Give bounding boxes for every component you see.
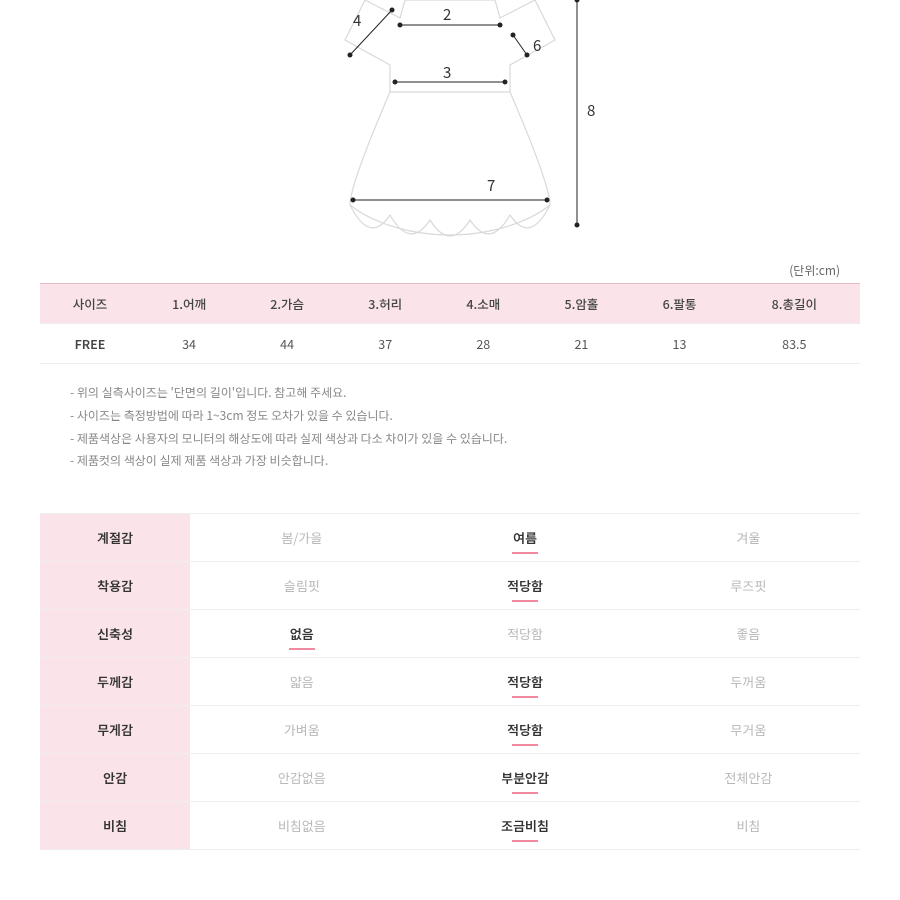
attr-option: 비침없음 [190,802,413,850]
size-col-header: 2.가슴 [238,284,336,324]
unit-label: (단위:cm) [0,262,900,279]
size-cell: 44 [238,324,336,364]
size-col-header: 8.총길이 [729,284,860,324]
attr-option: 전체안감 [637,754,860,802]
attribute-table: 계절감봄/가을여름겨울착용감슬림핏적당함루즈핏신축성없음적당함좋음두께감얇음적당… [40,513,860,850]
size-cell: FREE [40,324,140,364]
attr-option: 여름 [413,514,636,562]
diagram-num-4: 4 [353,10,361,31]
note-line: - 제품컷의 색상이 실제 제품 색상과 가장 비슷합니다. [70,450,840,473]
size-cell: 37 [336,324,434,364]
attr-option: 겨울 [637,514,860,562]
attr-option: 없음 [190,610,413,658]
size-col-header: 3.허리 [336,284,434,324]
attr-label: 두께감 [40,658,190,706]
attr-option: 적당함 [413,610,636,658]
attr-option: 안감없음 [190,754,413,802]
size-col-header: 1.어깨 [140,284,238,324]
size-table: 사이즈1.어깨2.가슴3.허리4.소매5.암홀6.팔통8.총길이 FREE344… [40,283,860,364]
note-line: - 위의 실측사이즈는 '단면의 길이'입니다. 참고해 주세요. [70,382,840,405]
attr-option: 좋음 [637,610,860,658]
attr-label: 안감 [40,754,190,802]
attr-label: 신축성 [40,610,190,658]
attr-option: 적당함 [413,562,636,610]
note-line: - 사이즈는 측정방법에 따라 1~3cm 정도 오차가 있을 수 있습니다. [70,405,840,428]
size-col-header: 사이즈 [40,284,140,324]
attr-option: 봄/가을 [190,514,413,562]
attr-option: 두꺼움 [637,658,860,706]
diagram-num-3: 3 [443,62,451,83]
size-cell: 13 [630,324,728,364]
diagram-num-8: 8 [587,100,595,121]
size-col-header: 6.팔통 [630,284,728,324]
size-diagram: 2 3 4 6 7 8 [295,0,605,250]
size-notes: - 위의 실측사이즈는 '단면의 길이'입니다. 참고해 주세요.- 사이즈는 … [60,382,840,473]
attr-label: 무게감 [40,706,190,754]
diagram-num-2: 2 [443,4,451,25]
attr-option: 부분안감 [413,754,636,802]
attr-option: 얇음 [190,658,413,706]
note-line: - 제품색상은 사용자의 모니터의 해상도에 따라 실제 색상과 다소 차이가 … [70,428,840,451]
attr-option: 적당함 [413,658,636,706]
diagram-num-6: 6 [533,35,541,56]
size-cell: 34 [140,324,238,364]
attr-label: 계절감 [40,514,190,562]
size-cell: 83.5 [729,324,860,364]
attr-label: 착용감 [40,562,190,610]
size-col-header: 5.암홀 [532,284,630,324]
size-cell: 21 [532,324,630,364]
attr-option: 루즈핏 [637,562,860,610]
attr-option: 슬림핏 [190,562,413,610]
attr-option: 비침 [637,802,860,850]
attr-option: 가벼움 [190,706,413,754]
attr-option: 적당함 [413,706,636,754]
size-col-header: 4.소매 [434,284,532,324]
attr-option: 조금비침 [413,802,636,850]
size-cell: 28 [434,324,532,364]
diagram-num-7: 7 [487,175,495,196]
attr-label: 비침 [40,802,190,850]
attr-option: 무거움 [637,706,860,754]
